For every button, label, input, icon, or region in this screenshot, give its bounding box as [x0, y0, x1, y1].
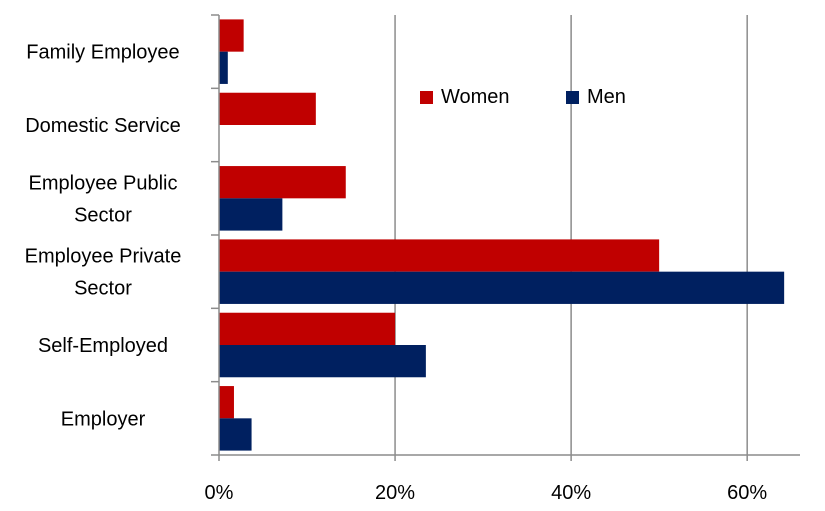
bar-men-family-employee	[219, 51, 228, 84]
category-label-self-employed: Self-Employed	[38, 335, 168, 357]
category-labels: Family Employee Domestic Service Employee …	[25, 42, 182, 431]
legend-label-men: Men	[587, 86, 626, 108]
x-tick-label: 60%	[727, 482, 767, 504]
bar-men-employee-public-sector	[219, 198, 283, 231]
x-tick-label: 0%	[205, 482, 234, 504]
bar-women-domestic-service	[219, 92, 316, 125]
bars	[219, 19, 785, 451]
bar-women-employee-public-sector	[219, 166, 346, 199]
bar-women-employee-private-sector	[219, 239, 660, 272]
bar-men-employer	[219, 418, 252, 451]
bar-men-self-employed	[219, 345, 426, 378]
legend-swatch-men	[566, 91, 579, 104]
axes	[211, 14, 800, 461]
x-tick-labels: 0% 20% 40% 60%	[205, 482, 768, 504]
category-label-employer: Employer	[61, 408, 146, 430]
legend-swatch-women	[420, 91, 433, 104]
bar-women-employer	[219, 386, 234, 419]
bar-men-employee-private-sector	[219, 271, 785, 304]
grid-lines	[394, 15, 748, 455]
x-tick-label: 20%	[375, 482, 415, 504]
legend-label-women: Women	[441, 86, 510, 108]
category-label-domestic-service: Domestic Service	[25, 115, 181, 137]
category-label-employee-public-sector: Employee Public Sector	[29, 172, 178, 226]
category-label-employee-private-sector: Employee Private Sector	[25, 246, 182, 300]
bar-women-family-employee	[219, 19, 244, 52]
x-tick-label: 40%	[551, 482, 591, 504]
legend: Women Men	[420, 86, 626, 108]
category-label-family-employee: Family Employee	[26, 42, 179, 64]
bar-women-self-employed	[219, 312, 396, 345]
